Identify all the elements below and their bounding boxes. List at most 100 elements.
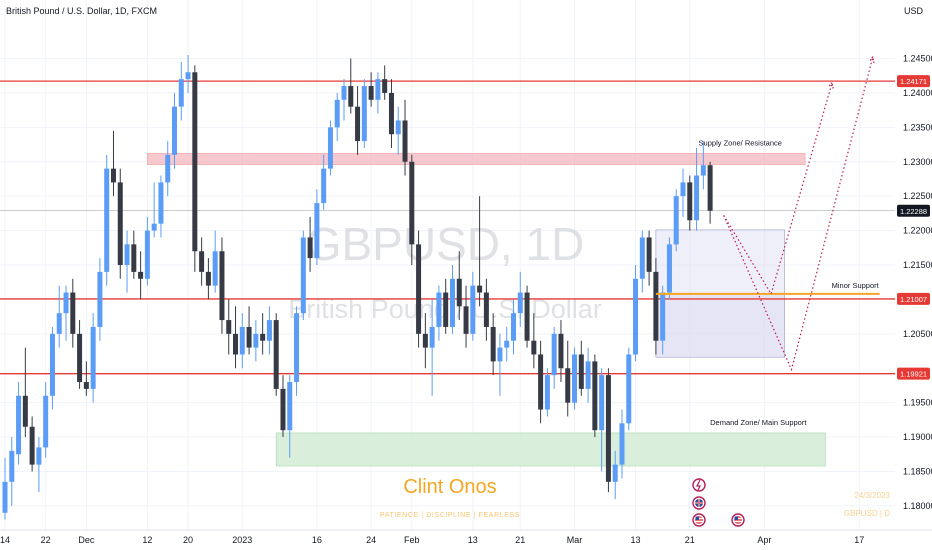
current-price-badge-label: 1.22288 xyxy=(900,207,927,216)
candle-body xyxy=(233,333,239,355)
candle-body xyxy=(524,292,530,341)
y-tick-label: 1.19500 xyxy=(903,398,932,408)
candle-body xyxy=(612,464,618,482)
current-price-badge xyxy=(897,204,930,217)
x-tick-label: 24 xyxy=(366,535,376,545)
candle-body xyxy=(131,244,137,272)
y-tick-label: 1.22000 xyxy=(903,226,932,236)
candle-body xyxy=(104,168,110,272)
us-flag-icon[interactable] xyxy=(692,513,706,527)
candle-body xyxy=(22,395,28,427)
projection-arrowhead xyxy=(827,81,834,89)
candle-body xyxy=(63,292,69,314)
candle-body xyxy=(36,447,42,465)
candle-body xyxy=(70,292,76,334)
level-lines xyxy=(0,80,895,375)
candle-body xyxy=(639,237,645,279)
candle-body xyxy=(205,271,211,286)
candle-body xyxy=(470,285,476,334)
demand-zone xyxy=(275,432,826,467)
candle-body xyxy=(504,340,510,348)
gb-flag-icon[interactable] xyxy=(692,496,706,510)
branding: Clint Onos PATIENCE | DISCIPLINE | FEARL… xyxy=(380,476,891,519)
y-tick-label: 1.18500 xyxy=(903,466,932,476)
candle-body xyxy=(694,175,700,221)
candle-body xyxy=(463,306,469,334)
us-flag-icon[interactable] xyxy=(731,513,745,527)
candle-body xyxy=(212,251,218,286)
candle-body xyxy=(673,196,679,245)
x-tick-label: Dec xyxy=(78,535,95,545)
level-badge-label: 1.21007 xyxy=(900,295,927,304)
candle-body xyxy=(49,333,55,396)
candle-body xyxy=(192,72,198,252)
candle-body xyxy=(483,292,489,327)
candle-body xyxy=(707,165,713,211)
candle-body xyxy=(409,161,415,245)
candle-body xyxy=(151,223,157,231)
candle-body xyxy=(185,72,191,80)
y-tick-label: 1.23000 xyxy=(903,157,932,167)
candle-body xyxy=(544,375,550,410)
x-tick-label: 16 xyxy=(312,535,322,545)
projection-box xyxy=(655,293,786,358)
candle-body xyxy=(178,79,184,107)
candle-body xyxy=(680,182,686,197)
candle-body xyxy=(687,182,693,221)
y-axis: 1.18000 1.18500 1.19000 1.19500 1.20500 1.215… xyxy=(897,54,932,511)
candle-body xyxy=(260,333,266,341)
candle-body xyxy=(646,237,652,272)
candle-body xyxy=(253,333,259,348)
event-icons[interactable] xyxy=(692,478,745,527)
candle-body xyxy=(29,426,35,465)
candle-body xyxy=(619,423,625,465)
candle-body xyxy=(490,326,496,362)
candle-body xyxy=(246,326,252,348)
y-tick-label: 1.22500 xyxy=(903,191,932,201)
candle-body xyxy=(592,361,598,431)
y-tick-label: 1.24000 xyxy=(903,88,932,98)
candle-body xyxy=(375,79,381,100)
candle-body xyxy=(626,354,632,424)
x-tick-label: 13 xyxy=(468,535,478,545)
candle-body xyxy=(700,165,706,176)
level-badge xyxy=(897,75,930,88)
snapshot-date: 24/3/2023 xyxy=(854,491,890,500)
candle-body xyxy=(497,347,503,362)
candle-body xyxy=(605,375,611,482)
candle-body xyxy=(382,79,388,93)
candle-body xyxy=(138,271,144,279)
candle-body xyxy=(449,278,455,327)
candle-body xyxy=(416,244,422,334)
candle-body xyxy=(273,320,279,389)
candle-body xyxy=(77,333,83,383)
lightning-icon[interactable] xyxy=(692,478,706,492)
level-badge-label: 1.19921 xyxy=(900,370,927,379)
candle-body xyxy=(90,326,96,389)
snapshot-pair: GBPUSD | D xyxy=(844,509,890,518)
x-tick-label: 2023 xyxy=(232,535,252,545)
candle-body xyxy=(633,278,639,355)
y-tick-label: 1.24500 xyxy=(903,54,932,64)
candle-body xyxy=(117,182,123,265)
candle-body xyxy=(599,375,605,431)
supply-zone-label: Supply Zone/ Resistance xyxy=(699,138,782,147)
candle-body xyxy=(477,285,483,293)
candle-body xyxy=(9,450,15,482)
x-tick-label: 12 xyxy=(142,535,152,545)
candle-body xyxy=(355,106,361,142)
annotations: Supply Zone/ Resistance Demand Zone/ Main… xyxy=(699,138,880,426)
candle-body xyxy=(172,106,177,155)
x-tick-label: 21 xyxy=(685,535,695,545)
candle-body xyxy=(456,278,462,307)
candle-body xyxy=(280,388,286,431)
candle-body xyxy=(660,292,666,341)
candle-body xyxy=(144,230,150,279)
y-tick-label: 1.19000 xyxy=(903,432,932,442)
candle-body xyxy=(226,320,232,334)
candle-body xyxy=(578,354,584,389)
projection-arrowhead xyxy=(868,55,875,64)
candle-body xyxy=(429,326,435,348)
watermark-symbol: GBPUSD, 1D xyxy=(306,218,585,270)
